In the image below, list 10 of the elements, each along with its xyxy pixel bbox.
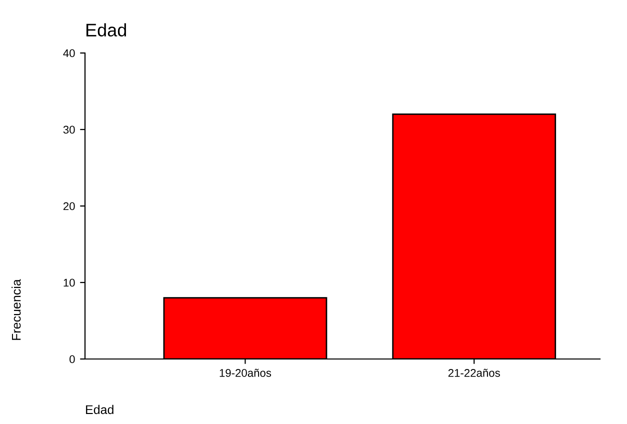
x-tick-label: 19-20años bbox=[220, 368, 272, 377]
y-tick-label: 40 bbox=[63, 49, 75, 58]
y-tick-label: 30 bbox=[63, 126, 75, 134]
y-tick-label: 10 bbox=[64, 278, 75, 287]
x-axis-title: Edad bbox=[86, 404, 114, 414]
x-tick-label: 21-22años bbox=[448, 368, 500, 377]
y-tick-label: 0 bbox=[70, 355, 75, 364]
chart-title: Edad bbox=[86, 23, 126, 37]
y-tick-label: 20 bbox=[63, 202, 75, 210]
y-axis-title: Frecuencia bbox=[12, 279, 21, 340]
